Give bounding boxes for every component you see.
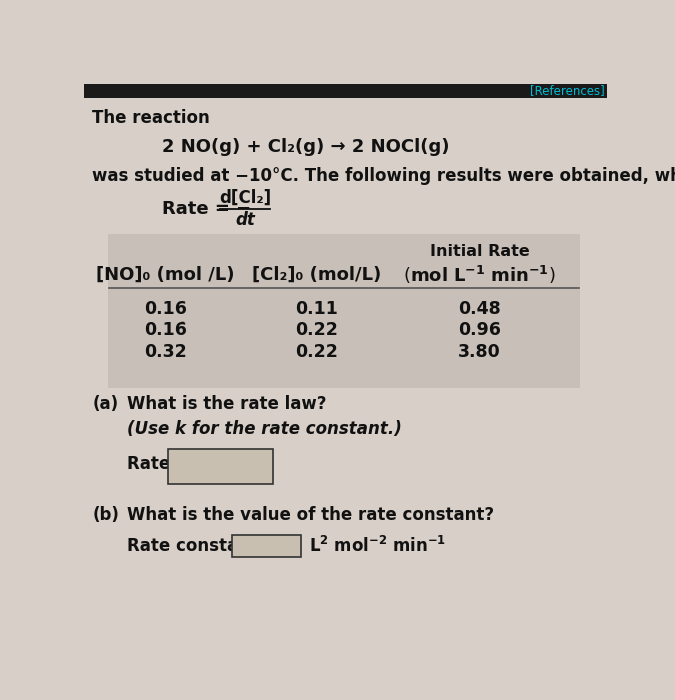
Text: was studied at −10°C. The following results were obtained, where: was studied at −10°C. The following resu… <box>92 167 675 186</box>
Text: 3.80: 3.80 <box>458 343 501 361</box>
Text: What is the rate law?: What is the rate law? <box>127 395 327 412</box>
Text: [References]: [References] <box>531 85 605 97</box>
Text: 0.11: 0.11 <box>296 300 338 318</box>
FancyBboxPatch shape <box>107 234 580 388</box>
Text: Initial Rate: Initial Rate <box>430 244 529 260</box>
Text: 0.22: 0.22 <box>296 321 338 340</box>
Text: [NO]₀ (mol /L): [NO]₀ (mol /L) <box>97 266 235 284</box>
FancyBboxPatch shape <box>232 536 301 556</box>
Text: Rate constant =: Rate constant = <box>127 537 284 555</box>
Text: What is the value of the rate constant?: What is the value of the rate constant? <box>127 506 494 524</box>
Text: $\mathbf{L^2\ mol^{-2}\ min^{-1}}$: $\mathbf{L^2\ mol^{-2}\ min^{-1}}$ <box>309 536 446 556</box>
FancyBboxPatch shape <box>168 449 273 484</box>
Text: 0.96: 0.96 <box>458 321 501 340</box>
Text: 0.48: 0.48 <box>458 300 501 318</box>
Text: d[Cl₂]: d[Cl₂] <box>219 189 271 207</box>
Text: Rate = −: Rate = − <box>162 199 251 218</box>
Text: 0.22: 0.22 <box>296 343 338 361</box>
Text: $\mathbf{\left(mol\ L^{-1}\ min^{-1}\right)}$: $\mathbf{\left(mol\ L^{-1}\ min^{-1}\rig… <box>403 264 556 286</box>
Text: 0.16: 0.16 <box>144 300 187 318</box>
Text: (b): (b) <box>92 506 119 524</box>
Text: (a): (a) <box>92 395 118 412</box>
Text: dt: dt <box>236 211 255 228</box>
Text: The reaction: The reaction <box>92 109 210 127</box>
Text: Rate =: Rate = <box>127 454 196 472</box>
Text: 0.16̇: 0.16̇ <box>144 321 187 340</box>
Text: 0.32: 0.32 <box>144 343 187 361</box>
FancyBboxPatch shape <box>84 84 608 98</box>
Text: [Cl₂]₀ (mol/L): [Cl₂]₀ (mol/L) <box>252 266 381 284</box>
Text: 2 NO(g) + Cl₂(g) → 2 NOCl(g): 2 NO(g) + Cl₂(g) → 2 NOCl(g) <box>162 138 450 156</box>
Text: (Use k for the rate constant.): (Use k for the rate constant.) <box>127 420 402 438</box>
